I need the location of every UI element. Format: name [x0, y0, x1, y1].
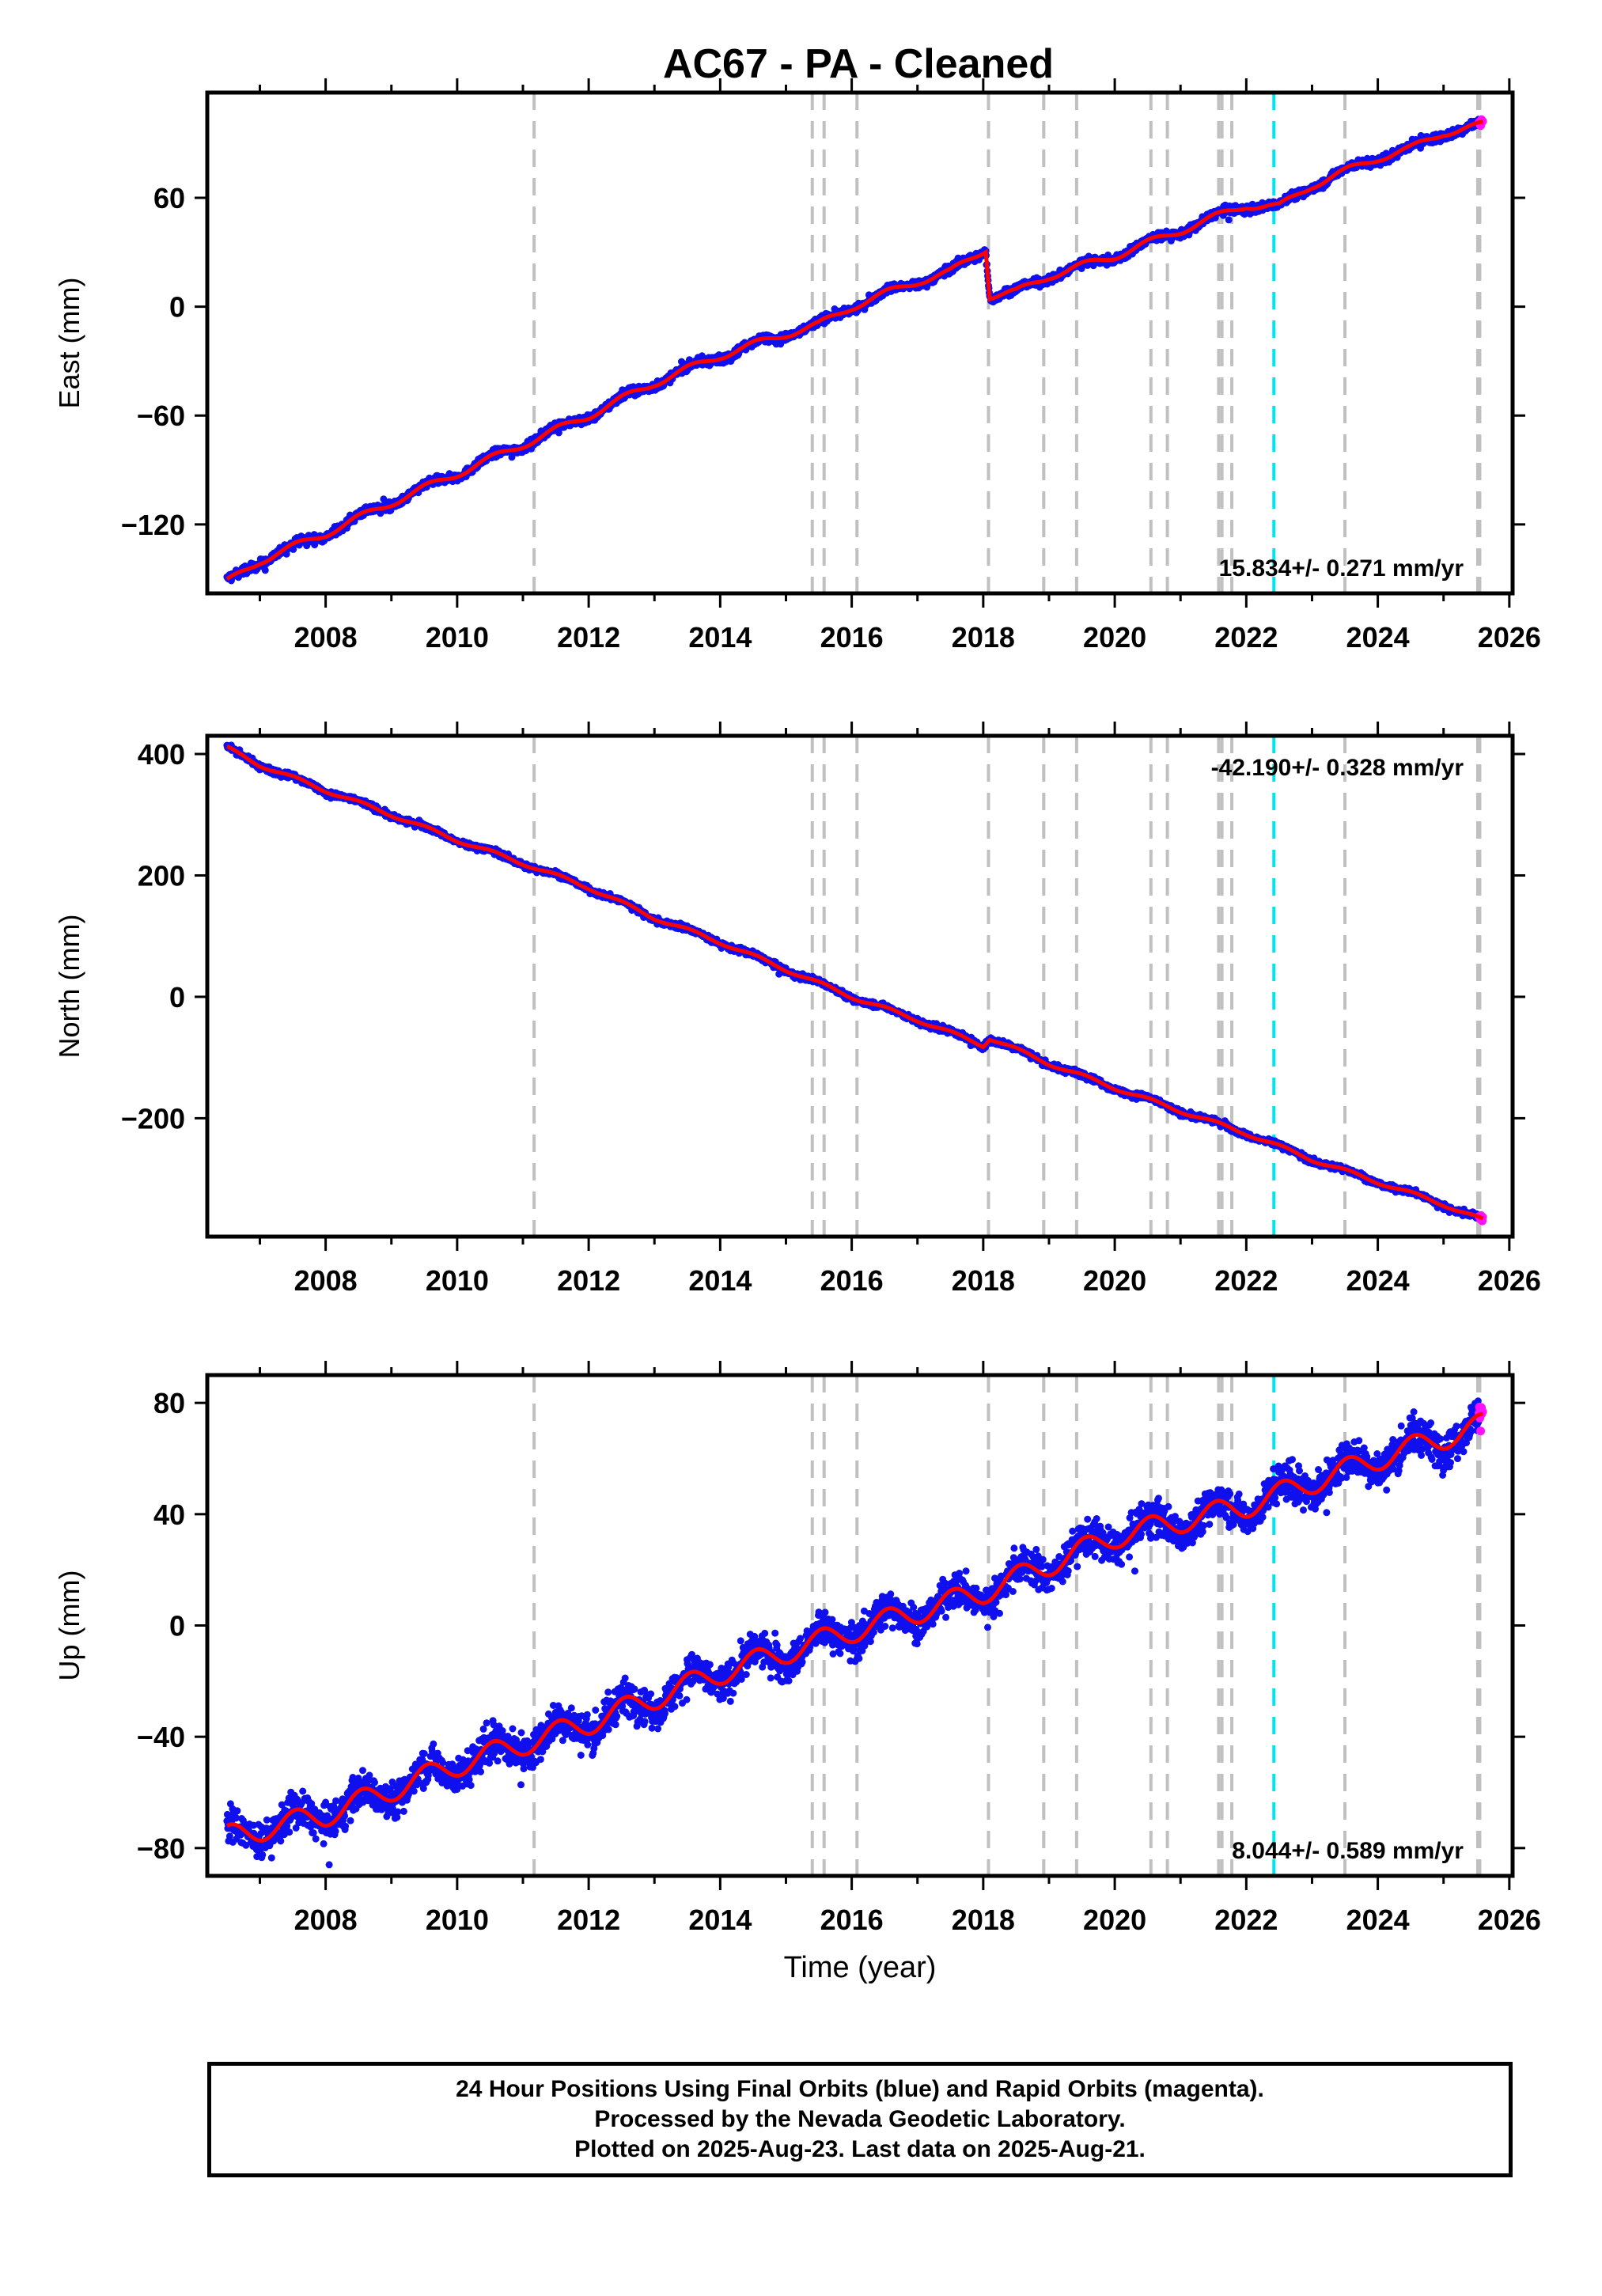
east-model-curve [225, 119, 1483, 581]
east-y-axis-label: East (mm) [53, 278, 85, 409]
east-plot-area [223, 93, 1487, 593]
east-rate-label: 15.834+/- 0.271 mm/yr [1219, 555, 1464, 582]
up-y-tick-label: 40 [153, 1498, 185, 1531]
north-x-tick-label: 2022 [1214, 1264, 1278, 1297]
north-y-tick-label: 400 [138, 738, 185, 771]
east-final-orbit-points [223, 116, 1483, 585]
east-x-tick-label: 2018 [952, 621, 1015, 654]
north-x-tick-label: 2014 [688, 1264, 752, 1297]
north-y-tick-label: −200 [121, 1102, 185, 1135]
up-final-orbit-points [223, 1397, 1483, 1869]
north-y-tick-label: 200 [138, 859, 185, 892]
up-y-tick-label: −40 [137, 1721, 185, 1753]
footer-line-2: Processed by the Nevada Geodetic Laborat… [594, 2106, 1126, 2132]
north-model-curve [226, 744, 1484, 1221]
up-x-tick-label: 2016 [820, 1904, 884, 1936]
up-plot-area [223, 1375, 1487, 1876]
east-x-tick-label: 2024 [1346, 621, 1410, 654]
north-frame [205, 733, 1515, 1239]
up-x-tick-label: 2010 [426, 1904, 489, 1936]
chart-title: AC67 - PA - Cleaned [663, 41, 1054, 87]
footer-box: 24 Hour Positions Using Final Orbits (bl… [207, 2062, 1513, 2177]
up-y-axis-label: Up (mm) [53, 1570, 85, 1681]
north-x-tick-label: 2024 [1346, 1264, 1410, 1297]
up-panel: 2008 2010 2012 2014 2016 2018 2020 2022 2024 2026… [53, 1361, 1541, 1984]
north-rate-label: -42.190+/- 0.328 mm/yr [1211, 755, 1464, 781]
east-y-tick-label: −120 [121, 509, 185, 541]
up-x-tick-label: 2020 [1083, 1904, 1146, 1936]
up-x-axis-label: Time (year) [784, 1951, 937, 1984]
north-y-axis-label: North (mm) [53, 915, 85, 1059]
east-x-tick-label: 2014 [688, 621, 752, 654]
east-x-tick-label: 2010 [426, 621, 489, 654]
east-x-tick-label: 2016 [820, 621, 884, 654]
up-y-tick-label: 80 [153, 1387, 185, 1419]
footer-line-1: 24 Hour Positions Using Final Orbits (bl… [456, 2076, 1264, 2102]
north-plot-area [223, 736, 1487, 1237]
east-y-tick-label: 0 [169, 291, 185, 324]
north-panel: 2008 2010 2012 2014 2016 2018 2020 2022 2024 2026… [53, 722, 1541, 1297]
footer-line-3: Plotted on 2025-Aug-23. Last data on 202… [574, 2136, 1146, 2162]
up-x-tick-label: 2012 [557, 1904, 620, 1936]
north-final-orbit-points [223, 741, 1483, 1222]
north-x-tick-label: 2010 [426, 1264, 489, 1297]
up-x-tick-label: 2022 [1214, 1904, 1278, 1936]
north-x-tick-label: 2012 [557, 1264, 620, 1297]
up-x-tick-label: 2008 [294, 1904, 358, 1936]
up-rate-label: 8.044+/- 0.589 mm/yr [1232, 1838, 1464, 1864]
up-model-curve [225, 1411, 1483, 1843]
east-x-tick-label: 2022 [1214, 621, 1278, 654]
north-x-tick-label: 2008 [294, 1264, 358, 1297]
east-y-tick-label: 60 [153, 182, 185, 214]
east-frame [205, 90, 1515, 596]
east-x-tick-label: 2026 [1478, 621, 1541, 654]
east-x-tick-label: 2012 [557, 621, 620, 654]
up-x-tick-label: 2014 [688, 1904, 752, 1936]
up-x-tick-label: 2026 [1478, 1904, 1541, 1936]
north-x-tick-label: 2020 [1083, 1264, 1146, 1297]
north-x-tick-label: 2018 [952, 1264, 1015, 1297]
north-x-tick-label: 2016 [820, 1264, 884, 1297]
north-x-tick-label: 2026 [1478, 1264, 1541, 1297]
up-rapid-orbit-points [1475, 1402, 1487, 1436]
east-x-tick-label: 2020 [1083, 621, 1146, 654]
up-x-tick-label: 2024 [1346, 1904, 1410, 1936]
up-x-tick-label: 2018 [952, 1904, 1015, 1936]
east-x-tick-label: 2008 [294, 621, 358, 654]
up-y-tick-label: 0 [169, 1610, 185, 1642]
north-y-tick-label: 0 [169, 981, 185, 1013]
east-panel: 2008 2010 2012 2014 2016 2018 2020 2022 2024 2026… [53, 78, 1541, 654]
up-y-tick-label: −80 [137, 1832, 185, 1865]
east-y-tick-label: −60 [137, 400, 185, 432]
